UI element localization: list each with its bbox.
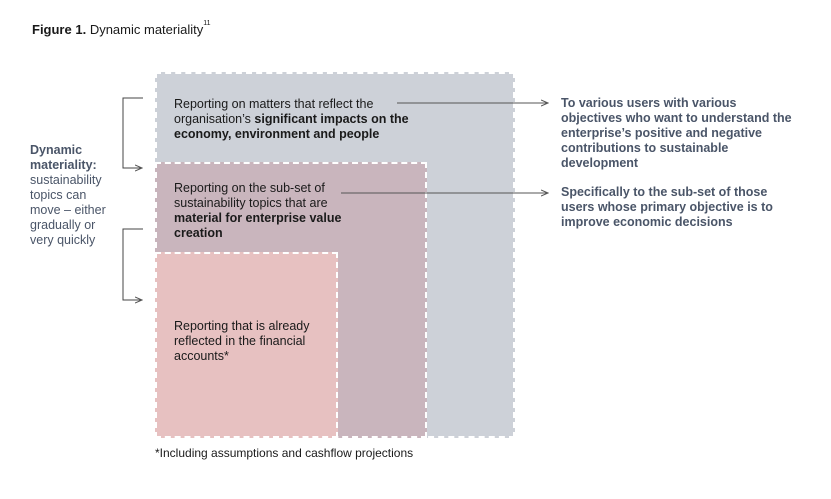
dynamic-materiality-label: Dynamic materiality: sustainability topi… [30, 143, 120, 248]
dynamic-materiality-label-text: sustainability topics can move – either … [30, 173, 106, 247]
figure-title-superscript: 11 [203, 20, 211, 27]
outer-box-text-plain: Reporting on matters that reflect the or… [174, 97, 374, 126]
middle-box-text-bold: material for enterprise value creation [174, 211, 342, 240]
figure-title-text: Dynamic materiality [89, 22, 204, 37]
figure-number: Figure 1. [32, 22, 87, 37]
figure-title: Figure 1. Dynamic materiality11 [32, 20, 211, 37]
middle-box-text-plain: Reporting on the sub-set of sustainabili… [174, 181, 328, 210]
outer-box-text: Reporting on matters that reflect the or… [174, 97, 444, 142]
arrow-target-text-1: To various users with various objectives… [561, 96, 792, 170]
bracket-upper [122, 97, 143, 168]
inner-box [155, 252, 338, 438]
dynamic-materiality-label-bold: Dynamic materiality: [30, 143, 97, 172]
middle-box-text: Reporting on the sub-set of sustainabili… [174, 181, 359, 241]
footnote: *Including assumptions and cashflow proj… [155, 446, 414, 460]
outer-box-text-bold: significant impacts on the economy, envi… [174, 112, 409, 141]
inner-box-text-plain: Reporting that is already reflected in t… [174, 319, 310, 363]
arrow-target-text-2: Specifically to the sub-set of those use… [561, 185, 773, 229]
bracket-lower [122, 228, 143, 300]
inner-box-text: Reporting that is already reflected in t… [174, 319, 324, 364]
